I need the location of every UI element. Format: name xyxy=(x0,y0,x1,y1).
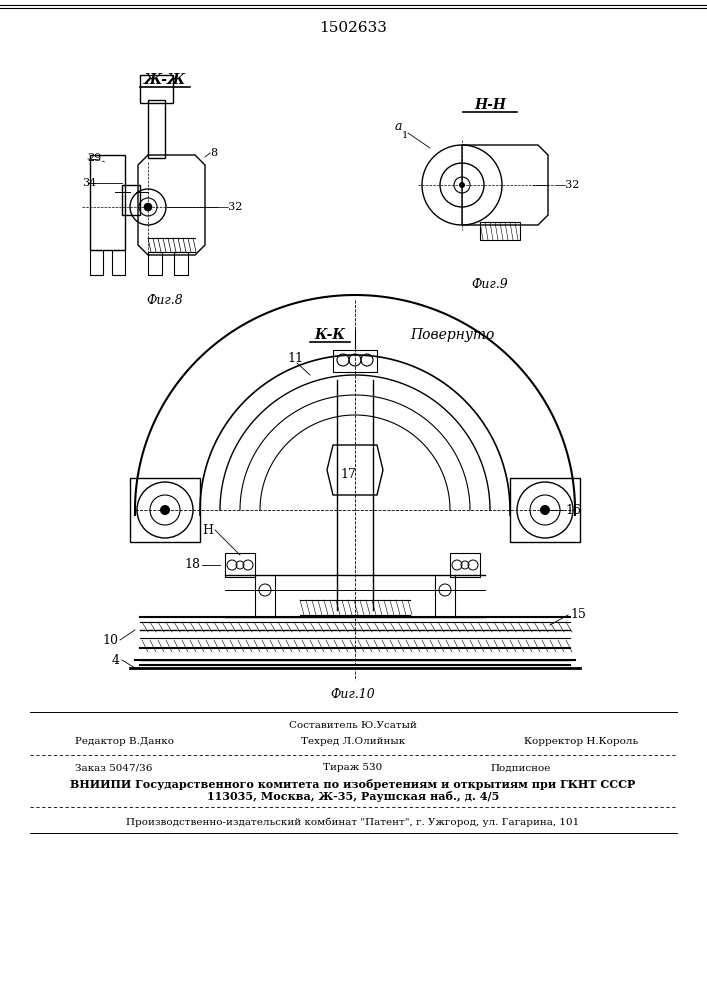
Text: Заказ 5047/36: Заказ 5047/36 xyxy=(75,764,153,772)
Circle shape xyxy=(160,505,170,515)
Text: Тираж 530: Тираж 530 xyxy=(323,764,382,772)
Text: H: H xyxy=(202,524,213,536)
Text: 16: 16 xyxy=(565,504,581,516)
Text: 34: 34 xyxy=(82,178,96,188)
Text: 4: 4 xyxy=(112,654,120,666)
Text: 11: 11 xyxy=(287,352,303,364)
Text: Техред Л.Олийнык: Техред Л.Олийнык xyxy=(301,738,405,746)
Text: Фиг.9: Фиг.9 xyxy=(472,278,508,292)
Text: a: a xyxy=(395,120,402,133)
Text: 10: 10 xyxy=(102,634,118,647)
Text: Составитель Ю.Усатый: Составитель Ю.Усатый xyxy=(289,722,417,730)
Circle shape xyxy=(144,203,152,211)
Text: —32: —32 xyxy=(555,180,580,190)
Text: Н-Н: Н-Н xyxy=(474,98,506,112)
Text: 29: 29 xyxy=(87,153,101,163)
Circle shape xyxy=(459,182,465,188)
Text: Производственно-издательский комбинат "Патент", г. Ужгород, ул. Гагарина, 101: Производственно-издательский комбинат "П… xyxy=(127,817,580,827)
Text: —32: —32 xyxy=(218,202,243,212)
Text: Подписное: Подписное xyxy=(490,764,550,772)
Text: Редактор В.Данко: Редактор В.Данко xyxy=(75,738,174,746)
Text: 1502633: 1502633 xyxy=(319,21,387,35)
Text: 1: 1 xyxy=(402,130,408,139)
Text: Ж-Ж: Ж-Ж xyxy=(144,73,186,87)
Text: Фиг.10: Фиг.10 xyxy=(331,688,375,702)
Text: 8: 8 xyxy=(210,148,217,158)
Text: 15: 15 xyxy=(570,608,586,621)
Text: 17: 17 xyxy=(340,468,356,482)
Text: ВНИИПИ Государственного комитета по изобретениям и открытиям при ГКНТ СССР: ВНИИПИ Государственного комитета по изоб… xyxy=(71,778,636,790)
Text: 113035, Москва, Ж-35, Раушская наб., д. 4/5: 113035, Москва, Ж-35, Раушская наб., д. … xyxy=(207,792,499,802)
Text: Фиг.8: Фиг.8 xyxy=(146,294,183,306)
Text: К-К: К-К xyxy=(315,328,346,342)
Text: Корректор Н.Король: Корректор Н.Король xyxy=(524,738,638,746)
Circle shape xyxy=(540,505,550,515)
Text: Повернуто: Повернуто xyxy=(410,328,494,342)
Text: 18: 18 xyxy=(184,558,200,572)
